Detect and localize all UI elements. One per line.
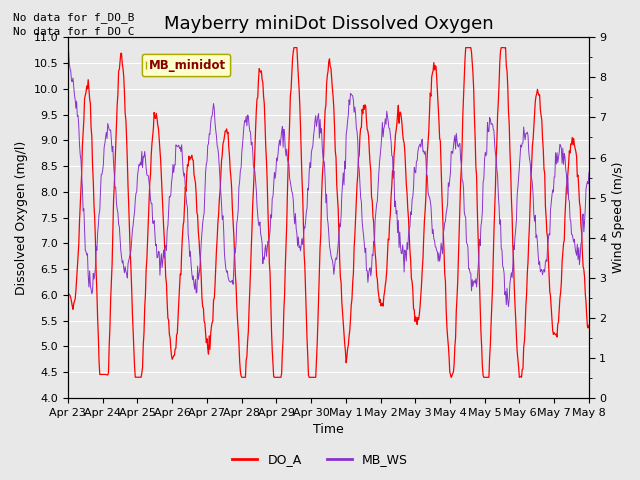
X-axis label: Time: Time: [313, 423, 344, 436]
Title: Mayberry miniDot Dissolved Oxygen: Mayberry miniDot Dissolved Oxygen: [164, 15, 493, 33]
Text: No data for f_DO_C: No data for f_DO_C: [13, 26, 134, 37]
Y-axis label: Wind Speed (m/s): Wind Speed (m/s): [612, 162, 625, 274]
Legend: DO_A, MB_WS: DO_A, MB_WS: [227, 448, 413, 471]
Y-axis label: Dissolved Oxygen (mg/l): Dissolved Oxygen (mg/l): [15, 141, 28, 295]
Legend: MB_minidot: MB_minidot: [141, 54, 230, 76]
Text: No data for f_DO_B: No data for f_DO_B: [13, 12, 134, 23]
